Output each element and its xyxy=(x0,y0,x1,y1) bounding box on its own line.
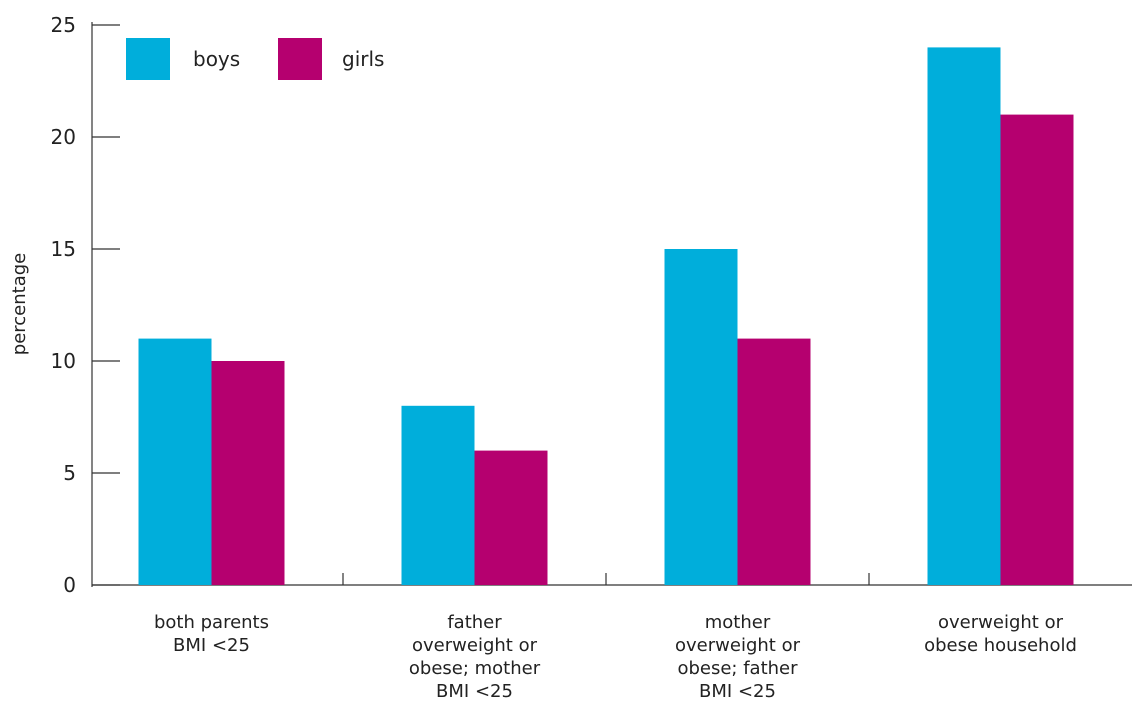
x-tick-label-line: both parents xyxy=(154,612,269,633)
x-tick-label-line: BMI <25 xyxy=(699,681,776,702)
bar-girls xyxy=(212,361,285,585)
bar-boys xyxy=(402,406,475,585)
x-tick-label-line: overweight or xyxy=(938,612,1064,633)
x-tick-label-line: mother xyxy=(705,612,771,633)
legend: boys girls xyxy=(126,38,384,80)
x-tick-label-line: BMI <25 xyxy=(173,635,250,656)
bar-boys xyxy=(139,339,212,585)
y-ticks: 0 5 10 15 20 25 xyxy=(51,13,120,597)
y-tick-label: 10 xyxy=(51,349,76,373)
x-tick-label-line: overweight or xyxy=(675,635,801,656)
x-tick-label-line: BMI <25 xyxy=(436,681,513,702)
bars xyxy=(139,47,1074,585)
x-tick-label: father overweight or obese; mother BMI <25 xyxy=(409,612,541,702)
x-tick-label-line: overweight or xyxy=(412,635,538,656)
y-tick-label: 15 xyxy=(51,237,76,261)
bar-boys xyxy=(928,47,1001,585)
x-tick-label: overweight or obese household xyxy=(924,612,1077,656)
y-tick-label: 25 xyxy=(51,13,76,37)
bar-girls xyxy=(1001,115,1074,585)
legend-label-girls: girls xyxy=(342,47,384,71)
x-tick-label-line: obese; father xyxy=(677,658,798,679)
y-axis-label: percentage xyxy=(9,253,30,355)
legend-swatch-girls xyxy=(278,38,322,80)
x-tick-label-line: obese; mother xyxy=(409,658,541,679)
x-tick-label-line: father xyxy=(447,612,502,633)
y-tick-label: 5 xyxy=(63,461,76,485)
legend-swatch-boys xyxy=(126,38,170,80)
x-tick-label: mother overweight or obese; father BMI <25 xyxy=(675,612,801,702)
legend-label-boys: boys xyxy=(193,47,240,71)
y-tick-label: 0 xyxy=(63,573,76,597)
bar-boys xyxy=(665,249,738,585)
x-tick-label: both parents BMI <25 xyxy=(154,612,269,656)
bar-girls xyxy=(475,451,548,585)
y-axis: percentage xyxy=(9,22,92,587)
bar-girls xyxy=(738,339,811,585)
y-tick-label: 20 xyxy=(51,125,76,149)
x-tick-label-line: obese household xyxy=(924,635,1077,656)
